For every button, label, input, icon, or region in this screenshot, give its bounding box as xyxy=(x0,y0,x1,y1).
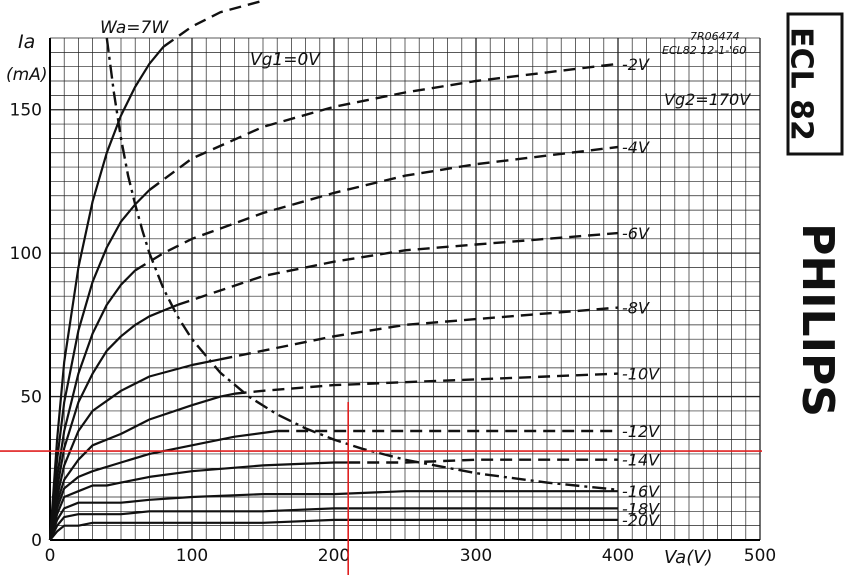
power-curve-label: Wa=7W xyxy=(100,18,169,38)
curve-label: -6V xyxy=(622,224,650,243)
y-tick-label: 50 xyxy=(20,388,42,408)
curve-dashed xyxy=(177,231,619,306)
curve-dashed xyxy=(220,306,619,361)
curve-dashed xyxy=(134,145,619,272)
curve-label: -2V xyxy=(622,55,650,74)
x-tick-label: 100 xyxy=(176,546,208,566)
curve-dashed xyxy=(148,62,619,191)
curve-solid xyxy=(49,507,618,541)
x-tick-label: 0 xyxy=(45,546,56,566)
power-limit-curve xyxy=(105,37,619,491)
curve-label: -10V xyxy=(622,365,660,384)
x-tick-label: 300 xyxy=(460,546,492,566)
curve-solid xyxy=(49,518,618,541)
curve-label: -16V xyxy=(622,482,660,501)
curve-label: -20V xyxy=(622,511,660,530)
curve-solid xyxy=(48,429,278,541)
curve-solid xyxy=(48,45,165,541)
curve-labels: -2V -4V -6V -8V -10V -12V -14V -16V-18V-20V xyxy=(622,55,660,530)
curve-solid xyxy=(48,303,179,541)
x-tick-label: 500 xyxy=(744,546,776,566)
curve-label: -4V xyxy=(622,138,650,157)
vg2-label: Vg2=170V xyxy=(664,90,751,109)
curve-solid xyxy=(48,490,618,541)
x-tick-label: 400 xyxy=(602,546,634,566)
axes: 0 100 200 300 400 500 0 50 100 150 xyxy=(10,38,776,566)
curve-label: -8V xyxy=(622,299,650,318)
date-stamp: ECL82 12-1-'60 xyxy=(662,44,746,57)
curve-label: -18V xyxy=(622,499,660,518)
curve-solid xyxy=(48,392,235,541)
catalog-code: 7R06474 xyxy=(690,30,740,43)
y-tick-label: 100 xyxy=(10,244,42,264)
x-tick-label: 200 xyxy=(318,546,350,566)
x-axis-label: Va(V) xyxy=(664,547,713,568)
curve-dashed xyxy=(348,458,618,464)
curve-solid xyxy=(48,189,151,541)
y-tick-label: 0 xyxy=(31,531,42,551)
brand-logo: PHILIPS xyxy=(792,223,843,417)
vg1-zero-label: Vg1=0V xyxy=(250,50,321,70)
curve-solid xyxy=(48,269,136,541)
curve-dashed xyxy=(162,0,264,48)
curve-solid xyxy=(48,358,221,541)
y-axis-label: Ia xyxy=(18,31,35,53)
curves xyxy=(48,0,619,541)
grid xyxy=(49,37,761,541)
curve-label: -12V xyxy=(622,422,660,441)
chart-title: ECL 82 xyxy=(784,27,819,141)
curve-solid xyxy=(48,461,349,541)
y-axis-unit: (mA) xyxy=(6,65,47,85)
title-box xyxy=(786,12,844,156)
marker-lines xyxy=(0,402,762,575)
curve-label: -14V xyxy=(622,451,660,470)
curve-dashed xyxy=(234,372,619,395)
y-tick-label: 150 xyxy=(10,101,42,121)
